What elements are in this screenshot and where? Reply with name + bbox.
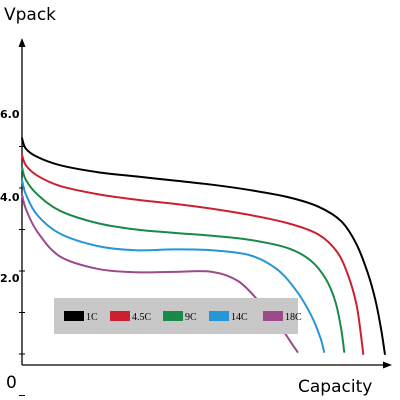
legend-swatch — [163, 311, 183, 321]
legend-label: 4.5C — [132, 312, 152, 323]
legend-item: 14C — [209, 311, 248, 323]
series-line-4-5c — [21, 153, 365, 355]
y-axis-arrow-icon — [18, 38, 26, 47]
y-axis — [18, 38, 26, 365]
y-tick-label: 4.0 — [0, 191, 20, 204]
legend-swatch — [64, 311, 84, 321]
x-axis-title: Capacity — [298, 377, 372, 397]
series-line-1c — [21, 137, 386, 355]
x-axis — [22, 361, 392, 369]
legend-swatch — [110, 311, 130, 321]
x-axis-arrow-icon — [383, 361, 392, 369]
legend-item: 9C — [163, 311, 197, 323]
legend-label: 9C — [185, 312, 197, 323]
y-tick-label: 2.0 — [0, 272, 20, 285]
legend-item: 1C — [64, 311, 98, 323]
legend-item: 18C — [263, 311, 302, 323]
legend-swatch — [209, 311, 229, 321]
y-tick-label: 6.0 — [0, 108, 20, 121]
origin-label: 0 — [6, 373, 17, 393]
y-axis-title: Vpack — [4, 5, 56, 25]
series-line-9c — [21, 166, 346, 353]
series-line-14c — [21, 178, 326, 353]
legend: 1C 4.5C 9C 14C 18C — [54, 298, 302, 334]
legend-label: 1C — [86, 312, 98, 323]
legend-label: 18C — [285, 312, 302, 323]
legend-item: 4.5C — [110, 311, 152, 323]
y-tick-labels: 2.0 4.0 6.0 — [0, 108, 20, 285]
legend-swatch — [263, 311, 283, 321]
legend-label: 14C — [231, 312, 248, 323]
